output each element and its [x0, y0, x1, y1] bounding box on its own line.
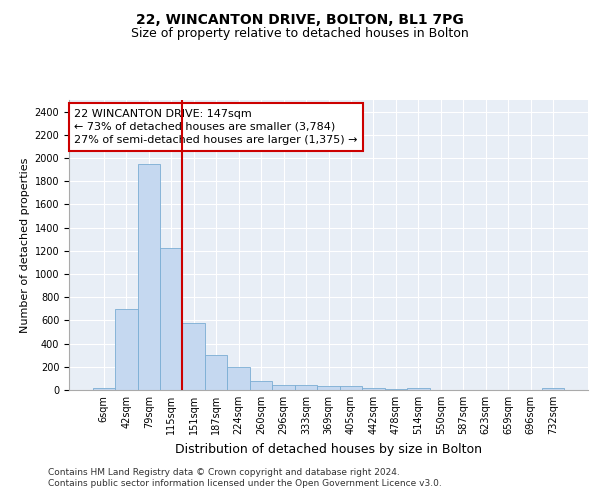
- Bar: [137, 164, 160, 390]
- Bar: [407, 388, 430, 390]
- Text: Size of property relative to detached houses in Bolton: Size of property relative to detached ho…: [131, 28, 469, 40]
- Bar: [227, 367, 250, 390]
- Y-axis label: Number of detached properties: Number of detached properties: [20, 158, 31, 332]
- Bar: [205, 354, 227, 390]
- Bar: [182, 324, 205, 390]
- Text: Contains HM Land Registry data © Crown copyright and database right 2024.
Contai: Contains HM Land Registry data © Crown c…: [48, 468, 442, 487]
- Bar: [272, 385, 295, 390]
- Bar: [317, 386, 340, 390]
- Bar: [160, 248, 182, 390]
- Bar: [362, 388, 385, 390]
- Text: 22 WINCANTON DRIVE: 147sqm
← 73% of detached houses are smaller (3,784)
27% of s: 22 WINCANTON DRIVE: 147sqm ← 73% of deta…: [74, 108, 358, 145]
- Bar: [542, 388, 565, 390]
- Bar: [115, 309, 137, 390]
- X-axis label: Distribution of detached houses by size in Bolton: Distribution of detached houses by size …: [175, 442, 482, 456]
- Bar: [250, 380, 272, 390]
- Text: 22, WINCANTON DRIVE, BOLTON, BL1 7PG: 22, WINCANTON DRIVE, BOLTON, BL1 7PG: [136, 12, 464, 26]
- Bar: [295, 386, 317, 390]
- Bar: [340, 386, 362, 390]
- Bar: [92, 388, 115, 390]
